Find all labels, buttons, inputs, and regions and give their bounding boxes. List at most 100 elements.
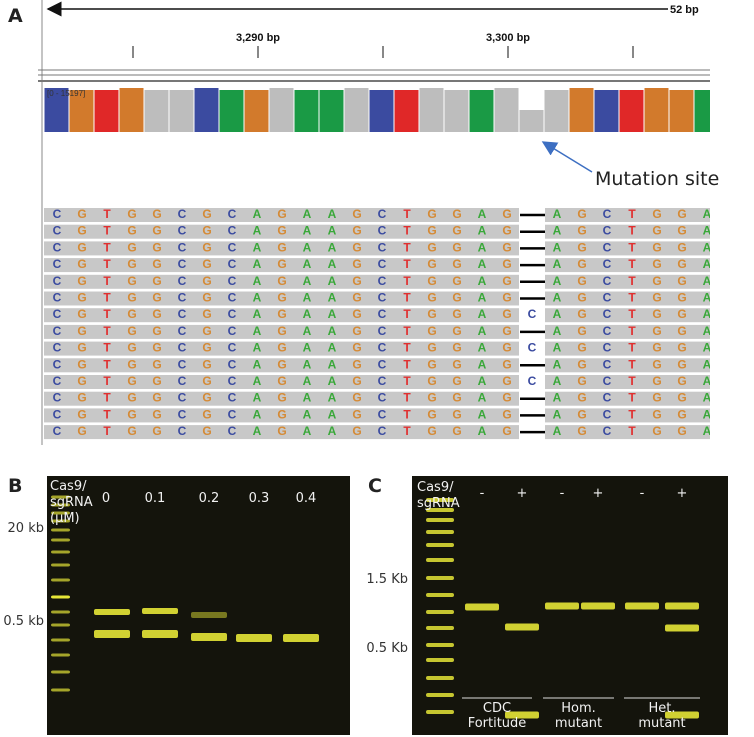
read-bg [44, 224, 519, 239]
lane-label: 0 [102, 491, 110, 506]
read-bg [44, 208, 519, 222]
band [426, 558, 454, 562]
band [142, 608, 178, 614]
reads: C G T G G C G C A G A A G C T G G A G - A G C T G G A C G T G G C G C A G A A G… [44, 207, 712, 440]
read-bg [44, 391, 519, 406]
group-label: Hom. [561, 701, 596, 716]
lane-label: 0.2 [199, 491, 220, 506]
band [426, 530, 454, 534]
band [426, 498, 454, 502]
lane-label: + [593, 486, 604, 501]
coverage-bar [419, 88, 444, 132]
read-bg [44, 258, 519, 273]
coverage-bar [269, 88, 294, 132]
ruler-ticks [132, 46, 634, 58]
size-marker: 0.5 Kb [366, 641, 408, 656]
band [426, 610, 454, 614]
group-label: mutant [555, 716, 602, 731]
ruler-tick-label: 3,290 bp [236, 32, 280, 44]
lane-label: 0.4 [296, 491, 317, 506]
lane-label: + [517, 486, 528, 501]
band [191, 612, 227, 618]
read-bg [545, 258, 710, 273]
band [505, 623, 539, 631]
coverage-bar [644, 88, 669, 132]
coverage-bar [294, 90, 319, 132]
band [665, 624, 699, 632]
coverage-bar [594, 90, 619, 132]
band [51, 653, 70, 657]
band [51, 519, 70, 523]
condition-label: sgRNA [417, 496, 460, 511]
coverage-bar [669, 90, 694, 132]
track-separator [38, 69, 710, 82]
panel-label: A [8, 5, 23, 27]
read-bg [44, 241, 519, 256]
coverage-bar [69, 90, 94, 132]
coverage-range: [0 - 15197] [47, 89, 85, 98]
gel-bands [426, 498, 699, 719]
coverage-track [44, 88, 710, 132]
band [426, 576, 454, 580]
size-marker: 1.5 Kb [366, 572, 408, 587]
read-bg [545, 358, 710, 373]
gel-bands [51, 495, 319, 692]
band [426, 593, 454, 597]
coverage-bar [519, 110, 544, 132]
gel [47, 476, 350, 735]
band [51, 595, 70, 599]
band [51, 550, 70, 554]
coverage-bar [44, 88, 69, 132]
band [426, 626, 454, 630]
condition-label: sgRNA [50, 495, 93, 510]
band [191, 633, 227, 641]
read-bg [545, 308, 710, 323]
size-marker: 0.5 kb [3, 614, 44, 629]
read-bg [545, 291, 710, 306]
read-bg [44, 358, 519, 373]
group-label: CDC [483, 701, 511, 716]
coverage-bar [494, 88, 519, 132]
group-label: mutant [638, 716, 685, 731]
band [426, 676, 454, 680]
read-bg [545, 208, 710, 222]
band [283, 634, 319, 642]
read-bg [44, 308, 519, 323]
coverage-bar [194, 88, 219, 132]
coverage-bar [569, 88, 594, 132]
read-bg [44, 408, 519, 423]
read-bg [44, 375, 519, 389]
panel-label: C [368, 475, 382, 497]
lane-label: 0.3 [249, 491, 270, 506]
band [465, 603, 499, 611]
group-label: Het. [648, 701, 675, 716]
band [51, 578, 70, 582]
coverage-bar [369, 90, 394, 132]
coverage-bar [469, 90, 494, 132]
band [505, 711, 539, 719]
coverage-bar [244, 90, 269, 132]
band [665, 602, 699, 610]
read-bg [545, 391, 710, 406]
read-bg [44, 341, 519, 356]
ruler-tick-label: 3,300 bp [486, 32, 530, 44]
coverage-bar [544, 90, 569, 132]
band [426, 710, 454, 714]
read-bg [545, 241, 710, 256]
band [51, 638, 70, 642]
annotation: Mutation site [595, 168, 719, 190]
read-bg [545, 341, 710, 356]
size-marker: 20 kb [8, 521, 44, 536]
